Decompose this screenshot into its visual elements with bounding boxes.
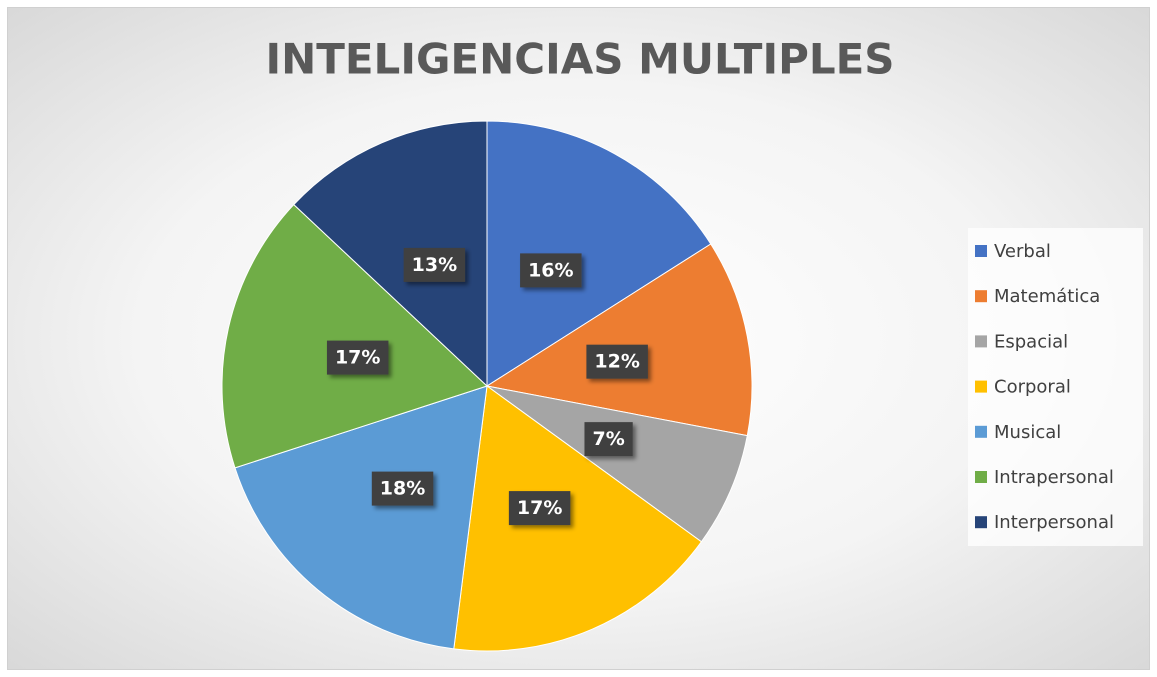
data-label: 17% <box>517 497 562 519</box>
pie-slice <box>485 243 753 437</box>
legend-swatch <box>975 516 987 529</box>
legend-label: Interpersonal <box>994 512 1114 533</box>
pie-slice <box>221 203 488 469</box>
pie-slice <box>293 120 488 388</box>
legend-swatch <box>975 335 987 348</box>
data-label-box <box>371 471 434 506</box>
chart-title: INTELIGENCIAS MULTIPLES <box>265 35 894 84</box>
legend-swatch <box>975 471 987 483</box>
pie-slice <box>486 385 748 543</box>
data-label: 12% <box>594 351 639 373</box>
data-label-box <box>508 491 571 526</box>
data-label-box <box>403 247 466 282</box>
legend-label: Matemática <box>994 286 1100 307</box>
legend-swatch <box>975 290 987 303</box>
legend-label: Musical <box>994 422 1061 443</box>
legend-label: Verbal <box>994 241 1051 262</box>
data-label: 18% <box>380 478 425 500</box>
pie-slice <box>486 120 712 387</box>
legend-swatch <box>975 425 987 438</box>
data-label-box <box>584 422 633 457</box>
data-label-box <box>326 340 389 375</box>
legend-label: Espacial <box>994 331 1068 352</box>
legend-swatch <box>975 380 987 393</box>
data-label: 17% <box>335 347 380 369</box>
legend-label: Corporal <box>994 377 1071 398</box>
data-label-box <box>586 344 648 379</box>
data-label: 13% <box>412 254 457 276</box>
pie-slice <box>234 385 488 650</box>
legend-label: Intrapersonal <box>994 467 1114 488</box>
legend <box>968 228 1143 546</box>
data-label-box <box>520 253 582 288</box>
data-label: 7% <box>592 428 624 450</box>
legend-swatch <box>975 245 987 257</box>
data-label: 16% <box>528 259 573 281</box>
pie-slice <box>453 385 703 652</box>
